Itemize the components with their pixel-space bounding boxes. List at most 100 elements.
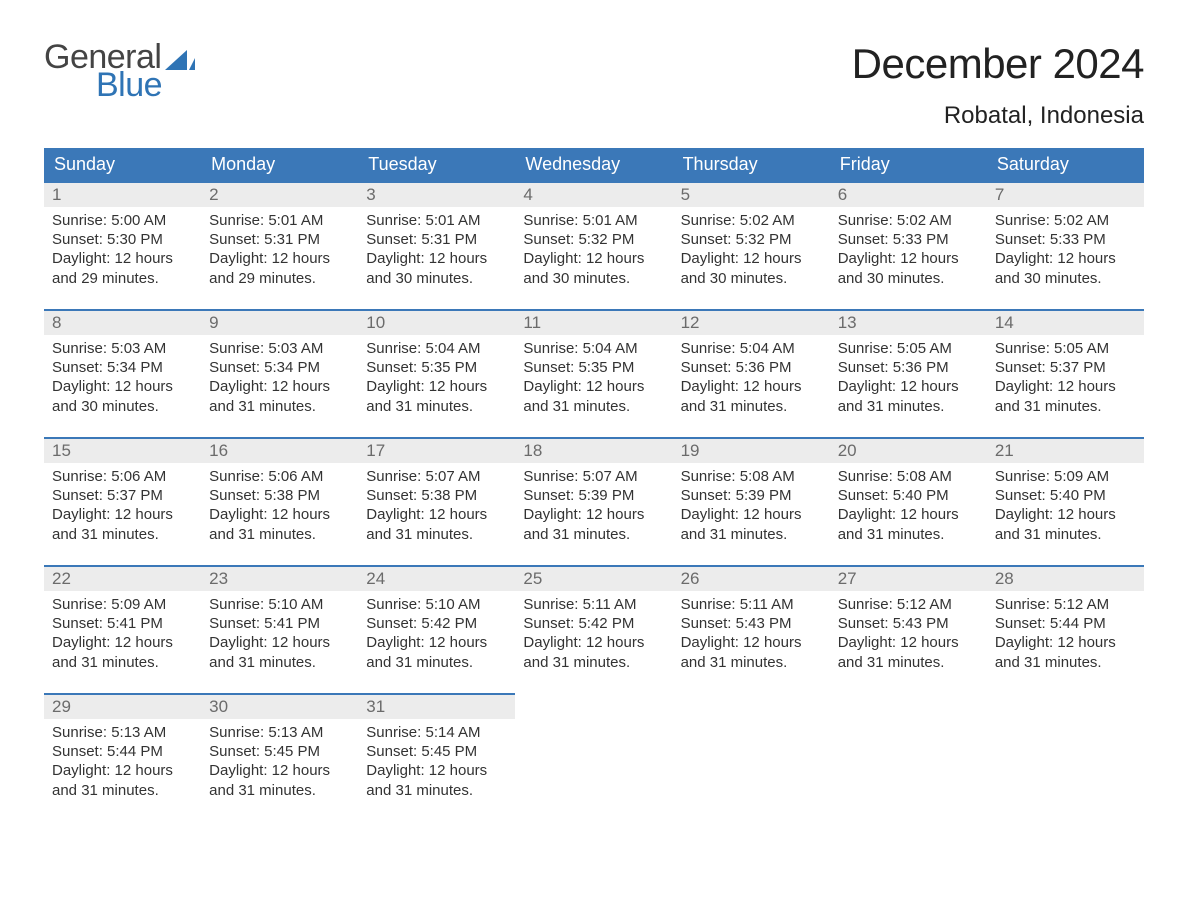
- weekday-header: Sunday: [44, 148, 201, 181]
- day-number: 1: [44, 183, 201, 207]
- calendar-cell: 30Sunrise: 5:13 AMSunset: 5:45 PMDayligh…: [201, 693, 358, 821]
- weekday-row: SundayMondayTuesdayWednesdayThursdayFrid…: [44, 148, 1144, 181]
- sunset-line: Sunset: 5:42 PM: [366, 614, 507, 633]
- sunset-line: Sunset: 5:39 PM: [681, 486, 822, 505]
- sunset-line: Sunset: 5:44 PM: [52, 742, 193, 761]
- day-number: 16: [201, 439, 358, 463]
- day-wrap: 26Sunrise: 5:11 AMSunset: 5:43 PMDayligh…: [673, 565, 830, 682]
- day-wrap: 15Sunrise: 5:06 AMSunset: 5:37 PMDayligh…: [44, 437, 201, 554]
- day-number: 21: [987, 439, 1144, 463]
- day-body: Sunrise: 5:07 AMSunset: 5:39 PMDaylight:…: [515, 463, 672, 554]
- daylight-line: Daylight: 12 hours and 31 minutes.: [523, 377, 664, 415]
- daylight-line: Daylight: 12 hours and 31 minutes.: [52, 505, 193, 543]
- daylight-line: Daylight: 12 hours and 31 minutes.: [681, 505, 822, 543]
- day-body: Sunrise: 5:11 AMSunset: 5:42 PMDaylight:…: [515, 591, 672, 682]
- calendar-cell: 13Sunrise: 5:05 AMSunset: 5:36 PMDayligh…: [830, 309, 987, 437]
- calendar-cell: 31Sunrise: 5:14 AMSunset: 5:45 PMDayligh…: [358, 693, 515, 821]
- daylight-line: Daylight: 12 hours and 31 minutes.: [838, 377, 979, 415]
- daylight-line: Daylight: 12 hours and 31 minutes.: [209, 377, 350, 415]
- sunrise-line: Sunrise: 5:08 AM: [681, 467, 822, 486]
- day-wrap: 25Sunrise: 5:11 AMSunset: 5:42 PMDayligh…: [515, 565, 672, 682]
- day-body: Sunrise: 5:08 AMSunset: 5:40 PMDaylight:…: [830, 463, 987, 554]
- daylight-line: Daylight: 12 hours and 31 minutes.: [995, 505, 1136, 543]
- page-header: General Blue December 2024 Robatal, Indo…: [44, 40, 1144, 130]
- daylight-line: Daylight: 12 hours and 31 minutes.: [681, 377, 822, 415]
- calendar-cell: 6Sunrise: 5:02 AMSunset: 5:33 PMDaylight…: [830, 181, 987, 309]
- sunset-line: Sunset: 5:43 PM: [681, 614, 822, 633]
- day-wrap: 1Sunrise: 5:00 AMSunset: 5:30 PMDaylight…: [44, 181, 201, 298]
- day-number: 26: [673, 567, 830, 591]
- weekday-header: Friday: [830, 148, 987, 181]
- day-wrap: 12Sunrise: 5:04 AMSunset: 5:36 PMDayligh…: [673, 309, 830, 426]
- sunrise-line: Sunrise: 5:13 AM: [52, 723, 193, 742]
- day-wrap: 31Sunrise: 5:14 AMSunset: 5:45 PMDayligh…: [358, 693, 515, 810]
- daylight-line: Daylight: 12 hours and 31 minutes.: [209, 505, 350, 543]
- day-wrap: 18Sunrise: 5:07 AMSunset: 5:39 PMDayligh…: [515, 437, 672, 554]
- day-number: 19: [673, 439, 830, 463]
- day-number: 17: [358, 439, 515, 463]
- day-wrap: 8Sunrise: 5:03 AMSunset: 5:34 PMDaylight…: [44, 309, 201, 426]
- day-body: Sunrise: 5:02 AMSunset: 5:33 PMDaylight:…: [987, 207, 1144, 298]
- sunrise-line: Sunrise: 5:14 AM: [366, 723, 507, 742]
- day-body: Sunrise: 5:11 AMSunset: 5:43 PMDaylight:…: [673, 591, 830, 682]
- sunrise-line: Sunrise: 5:10 AM: [366, 595, 507, 614]
- calendar-cell: 5Sunrise: 5:02 AMSunset: 5:32 PMDaylight…: [673, 181, 830, 309]
- sunrise-line: Sunrise: 5:01 AM: [209, 211, 350, 230]
- sunrise-line: Sunrise: 5:02 AM: [681, 211, 822, 230]
- calendar-cell: 27Sunrise: 5:12 AMSunset: 5:43 PMDayligh…: [830, 565, 987, 693]
- weekday-header: Thursday: [673, 148, 830, 181]
- day-number: 22: [44, 567, 201, 591]
- sunset-line: Sunset: 5:34 PM: [52, 358, 193, 377]
- day-number: 4: [515, 183, 672, 207]
- day-number: 25: [515, 567, 672, 591]
- sunrise-line: Sunrise: 5:05 AM: [838, 339, 979, 358]
- day-wrap: 24Sunrise: 5:10 AMSunset: 5:42 PMDayligh…: [358, 565, 515, 682]
- day-number: 12: [673, 311, 830, 335]
- day-number: 7: [987, 183, 1144, 207]
- calendar-cell: 20Sunrise: 5:08 AMSunset: 5:40 PMDayligh…: [830, 437, 987, 565]
- sunset-line: Sunset: 5:39 PM: [523, 486, 664, 505]
- daylight-line: Daylight: 12 hours and 30 minutes.: [995, 249, 1136, 287]
- title-block: December 2024 Robatal, Indonesia: [852, 40, 1144, 130]
- sunrise-line: Sunrise: 5:04 AM: [366, 339, 507, 358]
- day-wrap: 21Sunrise: 5:09 AMSunset: 5:40 PMDayligh…: [987, 437, 1144, 554]
- daylight-line: Daylight: 12 hours and 30 minutes.: [838, 249, 979, 287]
- calendar-cell: 26Sunrise: 5:11 AMSunset: 5:43 PMDayligh…: [673, 565, 830, 693]
- daylight-line: Daylight: 12 hours and 31 minutes.: [523, 505, 664, 543]
- brand-logo: General Blue: [44, 40, 195, 102]
- day-body: Sunrise: 5:05 AMSunset: 5:36 PMDaylight:…: [830, 335, 987, 426]
- sunset-line: Sunset: 5:41 PM: [209, 614, 350, 633]
- day-wrap: 11Sunrise: 5:04 AMSunset: 5:35 PMDayligh…: [515, 309, 672, 426]
- day-body: Sunrise: 5:04 AMSunset: 5:35 PMDaylight:…: [358, 335, 515, 426]
- sunset-line: Sunset: 5:35 PM: [523, 358, 664, 377]
- calendar-cell: 19 Sunrise: 5:08 AMSunset: 5:39 PMDayligh…: [673, 437, 830, 565]
- calendar-row: 29Sunrise: 5:13 AMSunset: 5:44 PMDayligh…: [44, 693, 1144, 821]
- day-wrap: 7Sunrise: 5:02 AMSunset: 5:33 PMDaylight…: [987, 181, 1144, 298]
- sunset-line: Sunset: 5:32 PM: [523, 230, 664, 249]
- daylight-line: Daylight: 12 hours and 31 minutes.: [366, 505, 507, 543]
- sunset-line: Sunset: 5:44 PM: [995, 614, 1136, 633]
- day-body: Sunrise: 5:07 AMSunset: 5:38 PMDaylight:…: [358, 463, 515, 554]
- day-number: 14: [987, 311, 1144, 335]
- day-number: 23: [201, 567, 358, 591]
- calendar-body: 1Sunrise: 5:00 AMSunset: 5:30 PMDaylight…: [44, 181, 1144, 821]
- daylight-line: Daylight: 12 hours and 31 minutes.: [995, 377, 1136, 415]
- daylight-line: Daylight: 12 hours and 31 minutes.: [681, 633, 822, 671]
- sunset-line: Sunset: 5:38 PM: [209, 486, 350, 505]
- sunset-line: Sunset: 5:40 PM: [995, 486, 1136, 505]
- sunset-line: Sunset: 5:33 PM: [995, 230, 1136, 249]
- daylight-line: Daylight: 12 hours and 31 minutes.: [366, 761, 507, 799]
- calendar-table: SundayMondayTuesdayWednesdayThursdayFrid…: [44, 148, 1144, 821]
- day-body: Sunrise: 5:00 AMSunset: 5:30 PMDaylight:…: [44, 207, 201, 298]
- sunrise-line: Sunrise: 5:10 AM: [209, 595, 350, 614]
- daylight-line: Daylight: 12 hours and 30 minutes.: [681, 249, 822, 287]
- day-wrap: 23Sunrise: 5:10 AMSunset: 5:41 PMDayligh…: [201, 565, 358, 682]
- day-number: 28: [987, 567, 1144, 591]
- sunrise-line: Sunrise: 5:08 AM: [838, 467, 979, 486]
- day-body: Sunrise: 5:01 AMSunset: 5:31 PMDaylight:…: [201, 207, 358, 298]
- day-wrap: 20Sunrise: 5:08 AMSunset: 5:40 PMDayligh…: [830, 437, 987, 554]
- day-number: 27: [830, 567, 987, 591]
- calendar-cell: 1Sunrise: 5:00 AMSunset: 5:30 PMDaylight…: [44, 181, 201, 309]
- calendar-row: 15Sunrise: 5:06 AMSunset: 5:37 PMDayligh…: [44, 437, 1144, 565]
- calendar-cell: 3Sunrise: 5:01 AMSunset: 5:31 PMDaylight…: [358, 181, 515, 309]
